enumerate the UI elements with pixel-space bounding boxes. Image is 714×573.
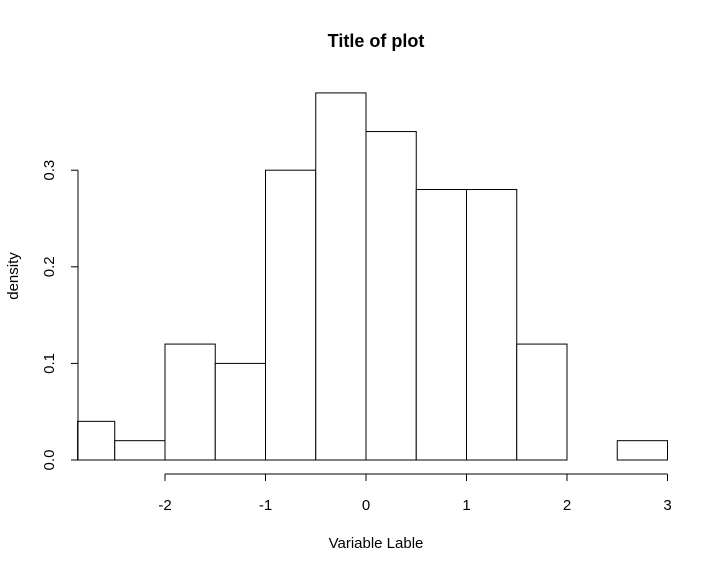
- x-tick-label: 1: [462, 497, 470, 514]
- bars-group: [77, 92, 668, 461]
- histogram-bar: [466, 189, 518, 461]
- y-tick-label: 0.2: [41, 256, 58, 277]
- histogram-bar: [77, 420, 116, 461]
- x-tick-label: 0: [362, 497, 370, 514]
- y-tick-label: 0.0: [41, 450, 58, 471]
- histogram-bar: [365, 131, 417, 461]
- x-tick-label: 2: [563, 497, 571, 514]
- histogram-bar: [415, 189, 467, 461]
- y-tick-label: 0.1: [41, 353, 58, 374]
- y-axis-label: density: [5, 252, 22, 300]
- histogram-bar: [214, 362, 266, 461]
- chart-title: Title of plot: [328, 31, 425, 51]
- y-tick-label: 0.3: [41, 160, 58, 181]
- histogram-bar: [315, 92, 367, 461]
- y-axis: 0.0 0.1 0.2 0.3: [41, 160, 79, 471]
- histogram-bar: [164, 343, 216, 461]
- histogram-bar: [114, 440, 166, 461]
- x-tick-label: -1: [259, 497, 272, 514]
- x-axis: -2 -1 0 1 2 3: [158, 473, 672, 514]
- histogram-bar: [265, 169, 317, 461]
- x-tick-label: 3: [663, 497, 671, 514]
- histogram-bar: [616, 440, 668, 461]
- x-axis-label: Variable Lable: [329, 535, 424, 552]
- histogram-bar: [516, 343, 568, 461]
- x-tick-label: -2: [158, 497, 171, 514]
